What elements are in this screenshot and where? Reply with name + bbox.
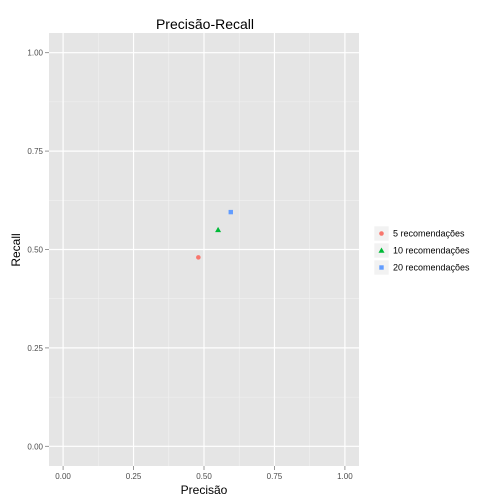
legend-label: 20 recomendações bbox=[393, 263, 470, 273]
data-point-square bbox=[228, 209, 233, 215]
x-tick-label: 0.00 bbox=[55, 472, 71, 481]
x-axis: 0.00 0.25 0.50 0.75 1.00 bbox=[55, 466, 353, 481]
y-tick-label: 0.00 bbox=[27, 442, 43, 451]
legend-label: 5 recomendações bbox=[393, 229, 465, 239]
legend-marker-square bbox=[379, 265, 384, 270]
y-tick-label: 0.50 bbox=[27, 246, 43, 255]
legend: 5 recomendações 10 recomendações 20 recome… bbox=[373, 225, 470, 276]
legend-marker-circle bbox=[379, 231, 384, 236]
data-point-triangle bbox=[215, 226, 222, 233]
y-tick-label: 0.25 bbox=[27, 344, 43, 353]
y-tick-label: 1.00 bbox=[27, 49, 43, 58]
x-axis-title: Precisão bbox=[181, 483, 228, 497]
chart-title: Precisão-Recall bbox=[156, 16, 254, 32]
major-gridlines bbox=[49, 33, 359, 466]
y-axis-title: Recall bbox=[9, 233, 23, 266]
y-tick-label: 0.75 bbox=[27, 147, 43, 156]
x-tick-label: 0.25 bbox=[126, 472, 142, 481]
legend-label: 10 recomendações bbox=[393, 246, 470, 256]
legend-marker-triangle bbox=[378, 247, 385, 253]
data-points bbox=[196, 209, 233, 260]
x-tick-label: 0.75 bbox=[267, 472, 283, 481]
data-point-circle bbox=[196, 255, 201, 260]
x-tick-label: 1.00 bbox=[337, 472, 353, 481]
y-axis: 0.00 0.25 0.50 0.75 1.00 bbox=[27, 49, 49, 451]
x-tick-label: 0.50 bbox=[196, 472, 212, 481]
